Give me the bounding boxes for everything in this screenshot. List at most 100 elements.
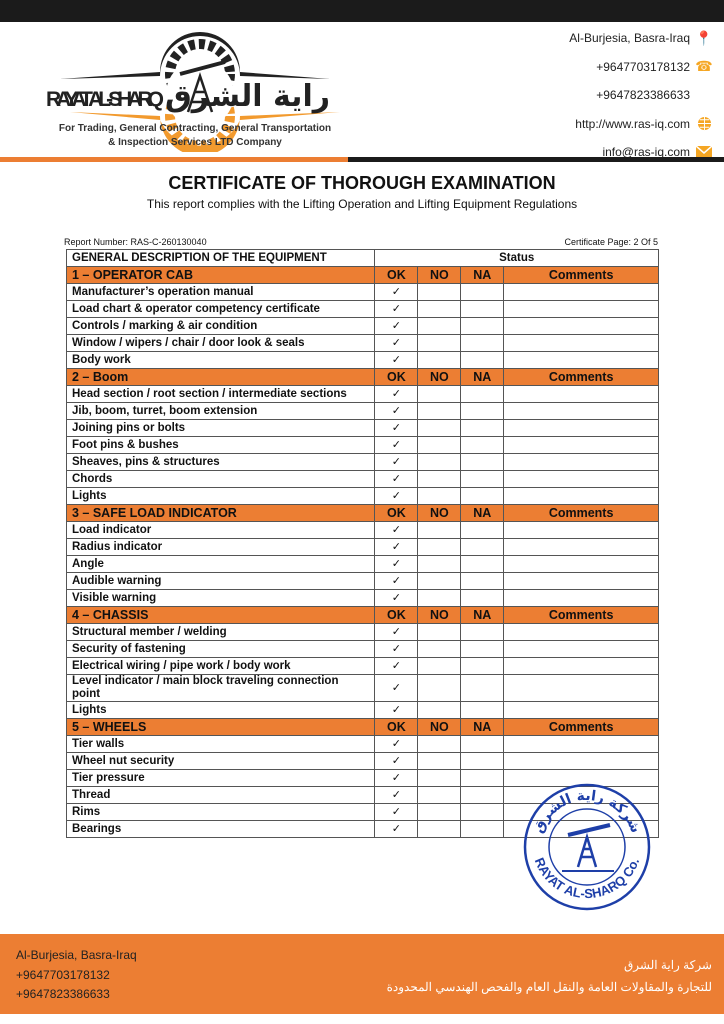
na-cell[interactable] [460,752,505,770]
comments-cell[interactable] [503,589,659,607]
ok-check-cell[interactable]: ✓ [374,657,419,675]
comments-cell[interactable] [503,334,659,352]
comments-cell[interactable] [503,735,659,753]
comments-cell[interactable] [503,521,659,539]
ok-check-cell[interactable]: ✓ [374,419,419,437]
na-cell[interactable] [460,623,505,641]
na-cell[interactable] [460,436,505,454]
na-cell[interactable] [460,803,505,821]
comments-cell[interactable] [503,538,659,556]
ok-check-cell[interactable]: ✓ [374,453,419,471]
no-cell[interactable] [417,701,462,719]
comments-cell[interactable] [503,300,659,318]
ok-check-cell[interactable]: ✓ [374,487,419,505]
na-cell[interactable] [460,487,505,505]
comments-cell[interactable] [503,470,659,488]
comments-cell[interactable] [503,453,659,471]
na-cell[interactable] [460,300,505,318]
na-cell[interactable] [460,701,505,719]
na-cell[interactable] [460,283,505,301]
no-cell[interactable] [417,555,462,573]
na-cell[interactable] [460,555,505,573]
no-cell[interactable] [417,453,462,471]
no-cell[interactable] [417,572,462,590]
no-cell[interactable] [417,623,462,641]
na-cell[interactable] [460,589,505,607]
ok-check-cell[interactable]: ✓ [374,640,419,658]
ok-check-cell[interactable]: ✓ [374,769,419,787]
ok-check-cell[interactable]: ✓ [374,572,419,590]
comments-cell[interactable] [503,657,659,675]
no-cell[interactable] [417,300,462,318]
ok-check-cell[interactable]: ✓ [374,385,419,403]
no-cell[interactable] [417,752,462,770]
comments-cell[interactable] [503,623,659,641]
comments-cell[interactable] [503,402,659,420]
ok-check-cell[interactable]: ✓ [374,735,419,753]
ok-check-cell[interactable]: ✓ [374,701,419,719]
na-cell[interactable] [460,351,505,369]
na-cell[interactable] [460,769,505,787]
comments-cell[interactable] [503,436,659,454]
no-cell[interactable] [417,589,462,607]
ok-check-cell[interactable]: ✓ [374,674,419,702]
ok-check-cell[interactable]: ✓ [374,538,419,556]
contact-website[interactable]: http://www.ras-iq.com [569,110,712,139]
ok-check-cell[interactable]: ✓ [374,317,419,335]
ok-check-cell[interactable]: ✓ [374,803,419,821]
comments-cell[interactable] [503,555,659,573]
no-cell[interactable] [417,769,462,787]
no-cell[interactable] [417,436,462,454]
na-cell[interactable] [460,572,505,590]
na-cell[interactable] [460,674,505,702]
no-cell[interactable] [417,521,462,539]
ok-check-cell[interactable]: ✓ [374,470,419,488]
na-cell[interactable] [460,735,505,753]
no-cell[interactable] [417,538,462,556]
na-cell[interactable] [460,402,505,420]
no-cell[interactable] [417,786,462,804]
no-cell[interactable] [417,735,462,753]
na-cell[interactable] [460,521,505,539]
no-cell[interactable] [417,803,462,821]
comments-cell[interactable] [503,674,659,702]
no-cell[interactable] [417,470,462,488]
ok-check-cell[interactable]: ✓ [374,283,419,301]
comments-cell[interactable] [503,752,659,770]
comments-cell[interactable] [503,351,659,369]
ok-check-cell[interactable]: ✓ [374,300,419,318]
comments-cell[interactable] [503,640,659,658]
website-link[interactable]: http://www.ras-iq.com [575,116,690,131]
ok-check-cell[interactable]: ✓ [374,589,419,607]
ok-check-cell[interactable]: ✓ [374,555,419,573]
ok-check-cell[interactable]: ✓ [374,351,419,369]
comments-cell[interactable] [503,317,659,335]
na-cell[interactable] [460,385,505,403]
ok-check-cell[interactable]: ✓ [374,436,419,454]
no-cell[interactable] [417,657,462,675]
no-cell[interactable] [417,351,462,369]
no-cell[interactable] [417,820,462,838]
ok-check-cell[interactable]: ✓ [374,623,419,641]
comments-cell[interactable] [503,487,659,505]
no-cell[interactable] [417,487,462,505]
no-cell[interactable] [417,385,462,403]
na-cell[interactable] [460,640,505,658]
no-cell[interactable] [417,402,462,420]
na-cell[interactable] [460,786,505,804]
contact-email[interactable]: info@ras-iq.com [569,138,712,167]
comments-cell[interactable] [503,283,659,301]
ok-check-cell[interactable]: ✓ [374,752,419,770]
ok-check-cell[interactable]: ✓ [374,820,419,838]
na-cell[interactable] [460,334,505,352]
na-cell[interactable] [460,657,505,675]
comments-cell[interactable] [503,385,659,403]
no-cell[interactable] [417,640,462,658]
ok-check-cell[interactable]: ✓ [374,334,419,352]
na-cell[interactable] [460,317,505,335]
na-cell[interactable] [460,538,505,556]
ok-check-cell[interactable]: ✓ [374,521,419,539]
no-cell[interactable] [417,674,462,702]
ok-check-cell[interactable]: ✓ [374,786,419,804]
email-link[interactable]: info@ras-iq.com [602,145,690,160]
